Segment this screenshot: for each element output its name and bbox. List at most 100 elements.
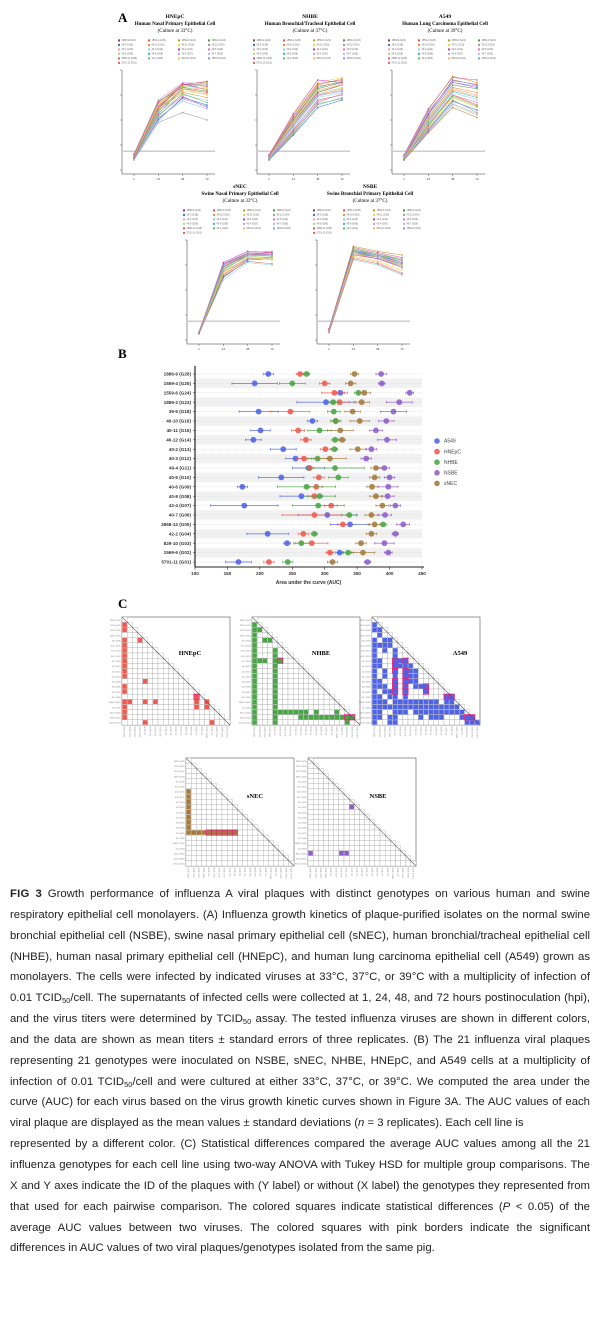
legend-marker: [313, 218, 315, 221]
matrix-cell: [303, 678, 309, 685]
x-label: 42-4 (G07): [382, 867, 384, 876]
matrix-cell: [183, 693, 190, 700]
significant-cell: [272, 679, 278, 684]
legend-label: 40-3 (G12): [152, 48, 164, 51]
matrix-cell: [395, 860, 401, 867]
y-label: 5701-11 (G01): [239, 723, 251, 725]
matrix-cell: [168, 704, 174, 710]
x-label: 1886-9 (G26): [310, 867, 312, 878]
series-line-39-5 (G18): [268, 99, 343, 161]
matrix-cell: [262, 693, 268, 700]
significant-cell: [252, 627, 257, 633]
matrix-cell: [262, 699, 268, 705]
y-label: 5701-11 (G01): [173, 864, 185, 866]
matrix-cell: [333, 809, 340, 815]
series-line-39-5 (G18): [133, 97, 208, 159]
matrix-cell: [185, 834, 192, 841]
x-tick-label: 24: [352, 347, 356, 351]
data-point: [327, 455, 333, 462]
significant-cell: [372, 694, 377, 699]
legend-marker: [343, 57, 345, 60]
significant-cell: [252, 720, 257, 725]
matrix-cell: [206, 855, 212, 862]
legend-marker: [403, 218, 405, 221]
data-point: [476, 99, 478, 101]
row-label: 5701-11 (G01): [161, 560, 191, 565]
y-label: 40-12 (G14): [361, 656, 371, 658]
data-point: [271, 259, 273, 261]
y-label: 1886-9 (G26): [296, 761, 307, 763]
significant-cell: [252, 622, 257, 627]
data-point: [206, 80, 208, 83]
data-point: [246, 251, 249, 254]
y-label: 1559-6 (G24): [110, 630, 121, 632]
matrix-cell: [448, 714, 455, 721]
matrix-cell: [374, 829, 381, 836]
legend-marker: [343, 52, 345, 55]
matrix-cell: [298, 668, 304, 674]
matrix-cell: [221, 860, 228, 867]
x-tick-label: 100: [191, 571, 199, 576]
matrix-cell: [185, 855, 192, 862]
matrix-cell: [323, 788, 329, 795]
significant-cell: [186, 830, 191, 835]
matrix-cell: [323, 819, 329, 826]
x-label: 42-4 (G07): [446, 726, 448, 735]
legend-marker: [183, 222, 185, 225]
matrix-cell: [328, 850, 334, 856]
matrix-cell: [173, 678, 179, 685]
matrix-cell: [147, 693, 154, 700]
data-point: [157, 99, 160, 101]
same-pig-cell-border: [193, 693, 200, 700]
matrix-cell: [312, 845, 319, 851]
matrix-cell: [188, 693, 195, 700]
matrix-cell: [256, 683, 263, 690]
x-label: 42-2 (G04): [462, 726, 464, 735]
data-point: [401, 254, 403, 256]
auc-dot-plot: 1886-9 (G26)1559-4 (G25)1559-6 (G24)1889…: [161, 366, 461, 586]
data-point: [181, 85, 184, 88]
matrix-cell: [256, 632, 263, 638]
matrix-cell: [328, 804, 334, 810]
matrix-cell: [387, 709, 393, 715]
matrix-cell: [354, 860, 360, 867]
matrix-cell: [318, 814, 324, 820]
matrix-cell: [318, 778, 324, 784]
matrix-cell: [257, 855, 264, 862]
legend-marker: [208, 57, 210, 60]
matrix-cell: [196, 798, 202, 805]
data-point: [315, 474, 322, 481]
significant-cell: [403, 663, 408, 669]
y-label: 42-2 (G04): [112, 707, 121, 709]
matrix-cell: [142, 709, 148, 715]
row-label: 1559-4 (G25): [164, 381, 192, 386]
matrix-cell: [216, 850, 223, 856]
matrix-cell: [185, 840, 192, 846]
matrix-cell: [152, 673, 159, 679]
matrix-cell: [162, 678, 169, 685]
matrix-cell: [298, 699, 304, 705]
significant-cell: [434, 699, 439, 705]
significant-cell: [377, 663, 382, 669]
significant-cell: [398, 658, 403, 663]
data-point: [284, 540, 290, 547]
data-point: [401, 256, 403, 259]
significant-cell: [413, 709, 418, 715]
matrix-cell: [226, 834, 233, 841]
x-label: 42-4 (G07): [326, 726, 328, 735]
x-label: 5701-11 (G01): [227, 726, 229, 738]
significant-cell: [212, 830, 217, 835]
matrix-cell: [126, 668, 133, 674]
matrix-cell: [188, 714, 195, 721]
matrix-cell: [400, 855, 406, 862]
legend-marker: [118, 48, 120, 51]
legend-label: 40-11 (G15): [377, 214, 390, 217]
matrix-cell: [126, 678, 133, 685]
significant-cell: [444, 694, 449, 699]
x-tick-label: 48: [181, 177, 185, 181]
data-point: [384, 436, 390, 443]
data-point: [476, 85, 478, 88]
matrix-cell: [262, 714, 268, 721]
same-pig-cell-border: [231, 829, 238, 836]
matrix-cell: [221, 824, 228, 831]
